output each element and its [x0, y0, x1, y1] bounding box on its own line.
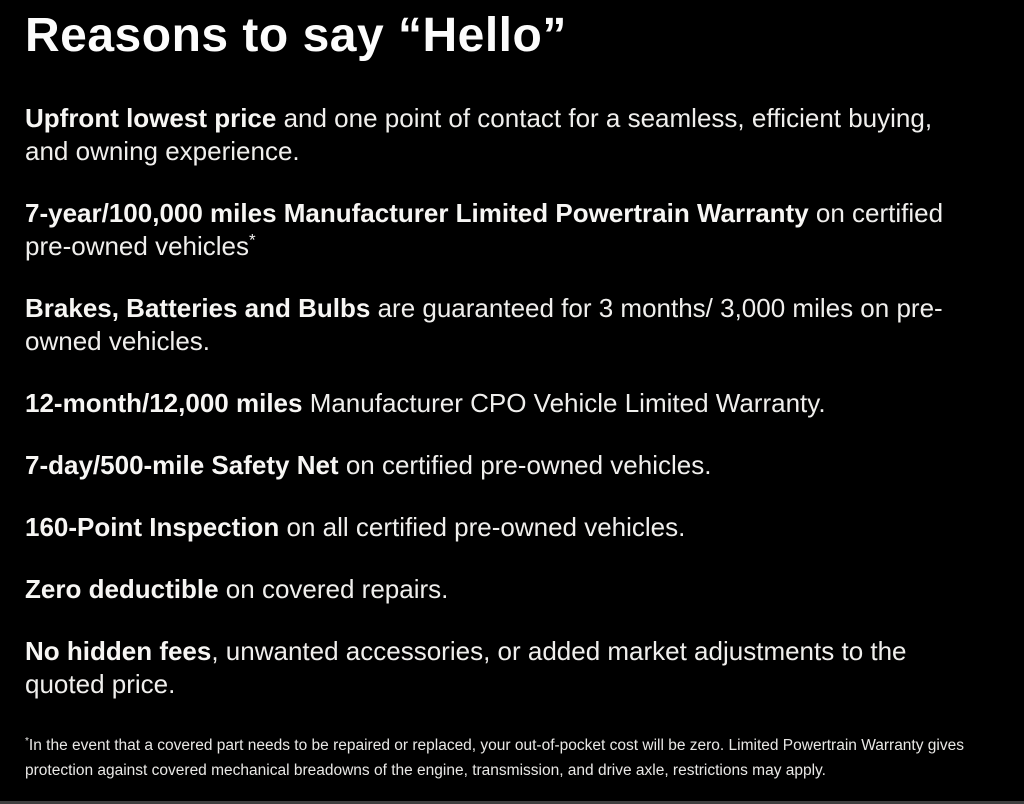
reason-item: 160-Point Inspection on all certified pr…	[25, 511, 980, 544]
reason-item-lead: Zero deductible	[25, 574, 219, 604]
reason-item-lead: 12-month/12,000 miles	[25, 388, 303, 418]
reason-item-text: on all certified pre-owned vehicles.	[279, 512, 686, 542]
reason-item-text: , unwanted accessories, or added market …	[25, 636, 907, 699]
reason-item-text: and one point of contact for a seamless,…	[25, 103, 933, 166]
footnote-text: In the event that a covered part needs t…	[25, 737, 964, 779]
reason-item-lead: No hidden fees	[25, 636, 212, 666]
reason-item-text: on covered repairs.	[218, 574, 449, 604]
reason-item-text: are guaranteed for 3 months/ 3,000 miles…	[25, 293, 943, 356]
reason-item-lead: Upfront lowest price	[25, 103, 277, 133]
reason-item-text: on certified pre-owned vehicles	[25, 198, 944, 261]
reason-item: 7-year/100,000 miles Manufacturer Limite…	[25, 197, 980, 263]
reason-item: Upfront lowest price and one point of co…	[25, 102, 980, 168]
reason-item: Zero deductible on covered repairs.	[25, 573, 980, 606]
reason-item-text: on certified pre-owned vehicles.	[338, 450, 712, 480]
reason-item-text: Manufacturer CPO Vehicle Limited Warrant…	[302, 388, 826, 418]
reason-item: 12-month/12,000 miles Manufacturer CPO V…	[25, 387, 980, 420]
reason-item-lead: 160-Point Inspection	[25, 512, 280, 542]
footnote-asterisk-superscript: *	[25, 735, 29, 747]
footnote: *In the event that a covered part needs …	[25, 733, 1000, 783]
asterisk-superscript: *	[249, 230, 256, 250]
reason-item: 7-day/500-mile Safety Net on certified p…	[25, 449, 980, 482]
page-title: Reasons to say “Hello”	[25, 9, 567, 62]
reason-item-lead: 7-year/100,000 miles Manufacturer Limite…	[25, 198, 809, 228]
reason-item-lead: 7-day/500-mile Safety Net	[25, 450, 339, 480]
reason-item: Brakes, Batteries and Bulbs are guarante…	[25, 292, 980, 358]
reason-item-lead: Brakes, Batteries and Bulbs	[25, 293, 371, 323]
reason-item: No hidden fees, unwanted accessories, or…	[25, 635, 980, 701]
